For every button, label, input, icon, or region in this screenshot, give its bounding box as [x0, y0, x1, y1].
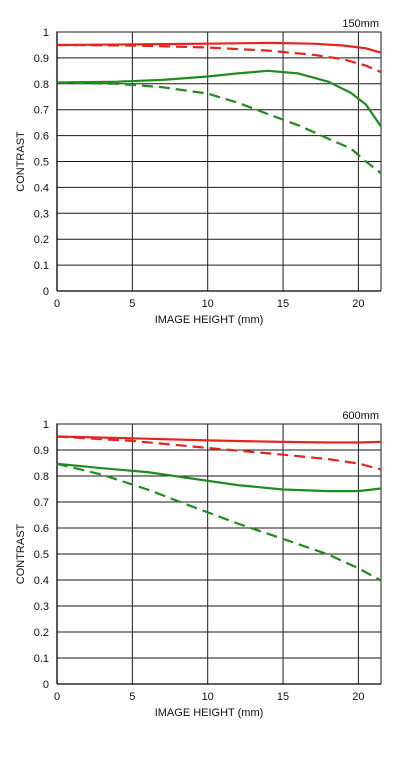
y-axis-title: CONTRAST	[15, 523, 27, 584]
y-tick-label: 0.8	[34, 79, 49, 91]
series-line-4	[56, 462, 382, 582]
chart-1: 00.10.20.30.40.50.60.70.80.910 5 10 15 20150…	[15, 18, 382, 326]
y-tick-label: 0.2	[34, 234, 49, 246]
x-tick-label: 15	[277, 298, 289, 310]
series-line-3	[56, 462, 382, 493]
y-tick-label: 0.9	[34, 53, 49, 65]
y-tick-label: 0.5	[34, 549, 49, 561]
corner-label: 150mm	[342, 18, 379, 30]
y-axis-title: CONTRAST	[15, 131, 27, 192]
series-line-1	[56, 41, 382, 54]
y-tick-label: 0	[43, 679, 49, 691]
y-tick-label: 0.4	[34, 575, 49, 587]
y-tick-label: 1	[43, 27, 49, 39]
series-line-4	[56, 81, 382, 175]
y-tick-label: 0.4	[34, 182, 49, 194]
series-line-1	[56, 435, 382, 444]
x-tick-label: 5	[129, 298, 135, 310]
y-tick-label: 0.3	[34, 208, 49, 220]
chart-2: 00.10.20.30.40.50.60.70.80.910 5 10 15 20600…	[15, 410, 382, 719]
x-tick-label: 5	[129, 691, 135, 703]
x-axis-title: IMAGE HEIGHT (mm)	[155, 707, 264, 719]
x-axis-title: IMAGE HEIGHT (mm)	[155, 314, 264, 326]
y-tick-label: 0.1	[34, 260, 49, 272]
y-tick-label: 0.3	[34, 601, 49, 613]
y-tick-label: 0.7	[34, 105, 49, 117]
x-tick-label: 10	[202, 298, 214, 310]
x-tick-label: 0	[54, 691, 60, 703]
y-tick-label: 0.7	[34, 497, 49, 509]
y-tick-label: 0	[43, 286, 49, 298]
y-tick-label: 0.1	[34, 653, 49, 665]
y-tick-label: 0.2	[34, 627, 49, 639]
y-tick-label: 0.8	[34, 471, 49, 483]
corner-label: 600mm	[342, 410, 379, 422]
y-tick-label: 0.5	[34, 157, 49, 169]
x-tick-label: 20	[352, 691, 364, 703]
y-tick-label: 0.6	[34, 131, 49, 143]
series-line-2	[56, 43, 382, 74]
x-tick-label: 10	[202, 691, 214, 703]
y-tick-label: 1	[43, 419, 49, 431]
y-tick-label: 0.9	[34, 445, 49, 457]
x-tick-label: 15	[277, 691, 289, 703]
x-tick-label: 0	[54, 298, 60, 310]
series-line-2	[56, 435, 382, 471]
y-tick-label: 0.6	[34, 523, 49, 535]
x-tick-label: 20	[352, 298, 364, 310]
series-line-3	[56, 69, 382, 128]
